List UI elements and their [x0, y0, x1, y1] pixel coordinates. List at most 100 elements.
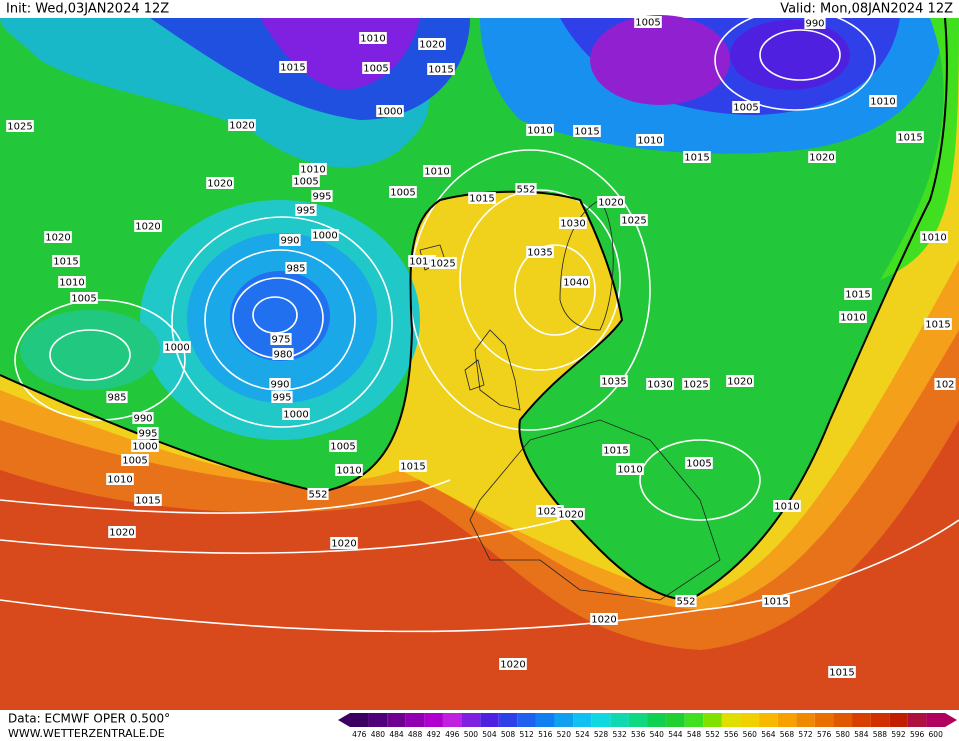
isobar-labels: 1010 1020 1015 1005 1015 1005 990 1025 1020 1000 1…: [6, 16, 956, 679]
isobar-label-bg: [279, 234, 301, 246]
isobar-label-bg: [131, 440, 159, 452]
colorbar-label: 496: [445, 730, 460, 739]
colorbar-box: [721, 713, 741, 727]
colorbar-box: [405, 713, 425, 727]
isobar-label: 1015: [845, 290, 870, 301]
colorbar-box: [628, 713, 648, 727]
isobar-label-bg: [330, 537, 358, 549]
isobar-label: 1010: [409, 257, 434, 268]
isobar-label-bg: [271, 391, 293, 403]
isobar-label: 1020: [207, 179, 232, 190]
colorbar-box: [889, 713, 908, 727]
colorbar-box: [814, 713, 834, 727]
colorbar: 476 480 484 488 492 496 500 504 508 512 516 520 524 5…: [338, 713, 957, 739]
isobar-label-bg: [121, 454, 149, 466]
colorbar-box: [647, 713, 667, 727]
isobar-label: 1005: [71, 294, 96, 305]
isobar-label-bg: [408, 255, 436, 267]
colorbar-box: [926, 713, 945, 727]
isobar-label-bg: [559, 217, 587, 229]
isobar-label-bg: [52, 255, 80, 267]
colorbar-label: 572: [798, 730, 813, 739]
isobar-label-bg: [335, 464, 363, 476]
contour-552: [0, 17, 948, 602]
isobar-label: 1005: [733, 103, 758, 114]
isobar-label: 552: [676, 597, 695, 608]
isobar-label: 1015: [574, 127, 599, 138]
colorbar-label: 476: [352, 730, 367, 739]
isobar-label-bg: [620, 214, 648, 226]
colorbar-label: 520: [557, 730, 572, 739]
isobar-label: 980: [273, 350, 292, 361]
isobar-label-bg: [515, 183, 537, 195]
isobar-label: 990: [270, 380, 289, 391]
colorbar-label: 556: [724, 730, 739, 739]
valid-time: Valid: Mon,08JAN2024 12Z: [780, 2, 953, 17]
isobar-label: 985: [107, 393, 126, 404]
isobar-label: 552: [516, 185, 535, 196]
isobar-label: 1010: [840, 313, 865, 324]
colorbar-label: 492: [427, 730, 442, 739]
isobar-label: 1020: [809, 153, 834, 164]
isobar-label: 1020: [727, 377, 752, 388]
isobar-label-bg: [163, 341, 191, 353]
colorbar-label: 548: [687, 730, 702, 739]
isobar-label: 1020: [45, 233, 70, 244]
isobar-label: 1035: [527, 248, 552, 259]
colorbar-box: [480, 713, 499, 727]
colorbar-box: [907, 713, 927, 727]
isobar-label-bg: [134, 494, 162, 506]
isobar-label: 1000: [164, 343, 189, 354]
isobar-label-bg: [924, 318, 952, 330]
isobar-label-bg: [307, 488, 329, 500]
isobar-label: 1010: [360, 34, 385, 45]
map-field: [0, 15, 959, 710]
isobar-label-bg: [362, 62, 390, 74]
isobar-label: 975: [271, 335, 290, 346]
colorbar-label: 536: [631, 730, 646, 739]
isobar-label: 990: [133, 414, 152, 425]
isobar-label-bg: [683, 151, 711, 163]
isobar-label: 1005: [293, 177, 318, 188]
colorbar-box: [833, 713, 853, 727]
isobar-label-bg: [376, 105, 404, 117]
isobar-label: 1000: [312, 231, 337, 242]
isobar-label: 1020: [558, 510, 583, 521]
colorbar-box: [703, 713, 722, 727]
isobar-label: 1015: [428, 65, 453, 76]
isobar-label: 1035: [601, 377, 626, 388]
colorbar-label: 592: [891, 730, 906, 739]
isobar-label: 1025: [7, 122, 32, 133]
isobar-label-bg: [292, 175, 320, 187]
isobar-label: 1010: [637, 136, 662, 147]
colorbar-box: [387, 713, 406, 727]
isobar-label: 1010: [107, 475, 132, 486]
colorbar-box: [870, 713, 890, 727]
isobar-label-bg: [270, 333, 292, 345]
isobar-label-bg: [600, 375, 628, 387]
isobar-label-bg: [106, 391, 128, 403]
isobar-label: 995: [296, 206, 315, 217]
coastlines: [419, 199, 721, 601]
isobar-label: 1010: [336, 466, 361, 477]
isobar-label-bg: [536, 505, 564, 517]
isobar-label: 1015: [897, 133, 922, 144]
colorbar-label: 588: [873, 730, 888, 739]
isobar-label-bg: [206, 177, 234, 189]
isobar-label-bg: [557, 508, 585, 520]
colorbar-label: 516: [538, 730, 553, 739]
isobar-label-bg: [646, 378, 674, 390]
isobar-label: 990: [280, 236, 299, 247]
isobar-label: 1005: [122, 456, 147, 467]
isobar-label: 1020: [331, 539, 356, 550]
map-title: 500 hPa Geopot. (gpdm), Bodendruck (hPa): [327, 1, 632, 17]
isobar-label: 1020: [135, 222, 160, 233]
isobar-label-bg: [269, 378, 291, 390]
colorbar-label: 508: [501, 730, 516, 739]
isobar-label: 1015: [925, 320, 950, 331]
isobar-label-bg: [70, 292, 98, 304]
colorbar-label: 600: [929, 730, 944, 739]
isobar-label-bg: [58, 276, 86, 288]
isobar-label: 1020: [598, 198, 623, 209]
